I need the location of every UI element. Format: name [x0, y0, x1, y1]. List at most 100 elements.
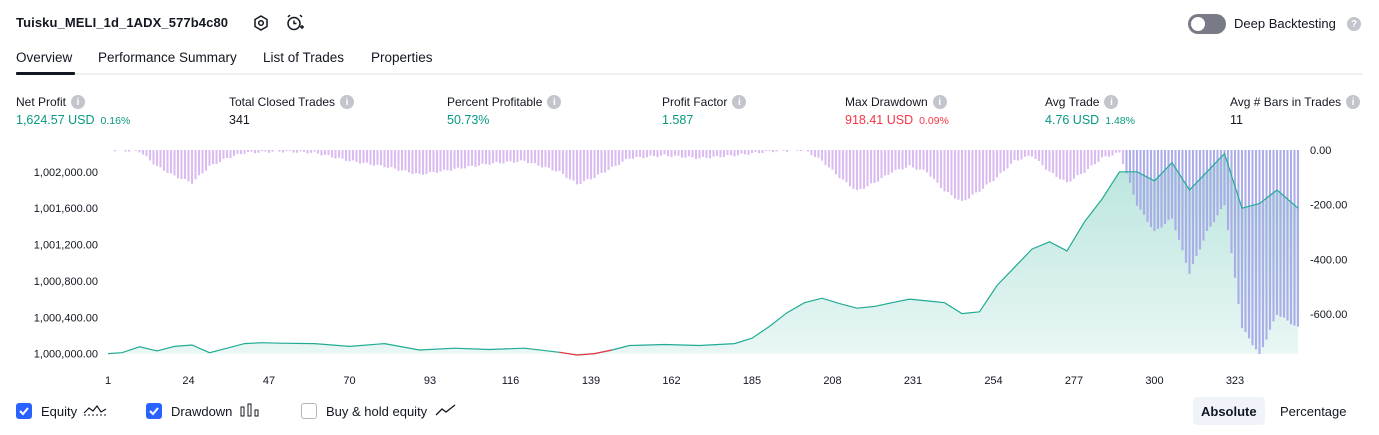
tab-performance-summary[interactable]: Performance Summary: [98, 50, 237, 65]
drawdown-bar: [1212, 150, 1216, 223]
info-icon[interactable]: i: [340, 95, 355, 109]
drawdown-bar: [386, 150, 390, 168]
drawdown-bar: [148, 150, 152, 161]
drawdown-bar: [880, 150, 883, 178]
drawdown-bar: [999, 150, 1002, 173]
buy-hold-checkbox[interactable]: [301, 403, 317, 419]
x-tick-label: 116: [502, 375, 520, 387]
drawdown-bar: [733, 150, 736, 157]
drawdown-bar: [519, 150, 523, 161]
info-icon[interactable]: i: [71, 95, 86, 109]
drawdown-bar: [712, 150, 715, 157]
drawdown-bar: [1296, 150, 1300, 327]
deep-backtesting-help-icon[interactable]: ?: [1347, 17, 1361, 31]
drawdown-bar: [960, 150, 964, 201]
deep-backtesting-toggle[interactable]: [1188, 14, 1226, 34]
drawdown-bar: [145, 150, 148, 157]
drawdown-bar: [883, 150, 887, 176]
drawdown-bar: [250, 150, 253, 152]
drawdown-bar: [201, 150, 204, 174]
drawdown-bars-icon: [240, 403, 260, 420]
drawdown-bar: [467, 150, 470, 167]
drawdown-bar: [1265, 150, 1268, 340]
x-tick-label: 231: [904, 375, 922, 387]
drawdown-bar: [855, 150, 859, 191]
legend-buy-hold[interactable]: Buy & hold equity: [301, 401, 457, 421]
equity-line-icon: [83, 403, 107, 420]
info-icon[interactable]: i: [732, 95, 747, 109]
drawdown-bar: [652, 150, 656, 157]
percentage-toggle-button[interactable]: Percentage: [1280, 403, 1347, 419]
drawdown-bar: [537, 150, 540, 166]
drawdown-bar: [964, 150, 967, 201]
drawdown-bar: [610, 150, 614, 167]
drawdown-bar: [1233, 150, 1237, 278]
drawdown-bar: [582, 150, 586, 181]
drawdown-bar: [680, 150, 684, 158]
legend-equity[interactable]: Equity: [16, 401, 107, 421]
drawdown-bar: [225, 150, 229, 158]
drawdown-bar: [649, 150, 652, 156]
add-alert-icon[interactable]: [285, 13, 305, 33]
drawdown-bar: [1086, 150, 1090, 169]
drawdown-bar: [390, 150, 393, 168]
tab-list-of-trades[interactable]: List of Trades: [263, 50, 345, 65]
equity-checkbox[interactable]: [16, 403, 32, 419]
drawdown-bar: [1216, 150, 1219, 216]
info-icon[interactable]: i: [1346, 95, 1361, 109]
metric-profit-factor-value: 1.587: [662, 113, 694, 127]
drawdown-bar: [1023, 150, 1027, 157]
drawdown-bar: [540, 150, 544, 168]
tab-overview[interactable]: Overview: [16, 50, 73, 65]
drawdown-bar: [1289, 150, 1293, 325]
tabs-divider: [16, 73, 1363, 75]
drawdown-bar: [1149, 150, 1153, 228]
drawdown-bar: [1258, 150, 1261, 354]
equity-line: [107, 152, 1299, 356]
drawdown-bar: [705, 150, 708, 158]
drawdown-bar: [985, 150, 988, 185]
drawdown-bar: [817, 150, 820, 158]
drawdown-bar: [1058, 150, 1062, 180]
drawdown-bar: [456, 150, 460, 168]
drawdown-checkbox[interactable]: [146, 403, 162, 419]
drawdown-bar: [281, 150, 285, 153]
drawdown-bar: [208, 150, 211, 166]
drawdown-bar: [771, 150, 775, 153]
info-icon[interactable]: i: [1104, 95, 1119, 109]
settings-icon[interactable]: [251, 13, 271, 33]
drawdown-bar: [530, 150, 533, 164]
absolute-toggle-button[interactable]: Absolute: [1193, 397, 1265, 425]
drawdown-bar: [1237, 150, 1240, 304]
info-icon[interactable]: i: [932, 95, 947, 109]
drawdown-bar: [407, 150, 411, 173]
drawdown-bar: [421, 150, 425, 175]
drawdown-bar: [1219, 150, 1223, 210]
drawdown-bar: [820, 150, 824, 161]
drawdown-bar: [439, 150, 442, 172]
drawdown-bar: [1240, 150, 1244, 329]
drawdown-bar: [1181, 150, 1184, 251]
drawdown-legend-label: Drawdown: [171, 403, 233, 419]
drawdown-bar: [169, 150, 173, 174]
info-icon[interactable]: i: [547, 95, 562, 109]
drawdown-bar: [453, 150, 456, 169]
tab-properties[interactable]: Properties: [371, 50, 433, 65]
x-tick-label: 1: [105, 375, 111, 387]
drawdown-bar: [124, 150, 127, 152]
drawdown-bar: [1111, 150, 1114, 156]
drawdown-bar: [768, 150, 771, 151]
legend-drawdown[interactable]: Drawdown: [146, 401, 260, 421]
drawdown-bar: [764, 150, 768, 151]
drawdown-bar: [890, 150, 894, 173]
drawdown-bar: [166, 150, 169, 173]
drawdown-bar: [376, 150, 379, 165]
drawdown-bar: [971, 150, 974, 195]
drawdown-bar: [859, 150, 862, 189]
drawdown-bar: [313, 150, 316, 152]
drawdown-bar: [1125, 150, 1128, 174]
drawdown-bar: [1072, 150, 1076, 179]
drawdown-bar: [813, 150, 817, 158]
drawdown-bar: [316, 150, 320, 154]
